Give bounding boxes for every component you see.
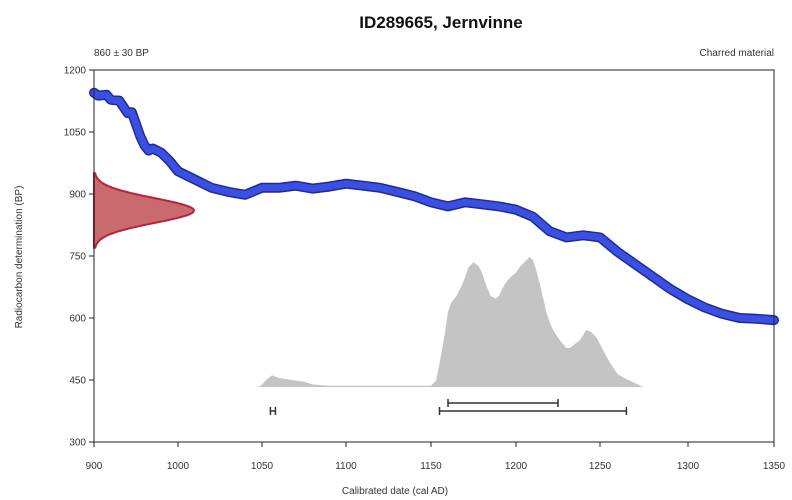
x-tick-label: 900: [86, 461, 103, 472]
y-tick-label: 1050: [64, 128, 87, 139]
calibration-curve: [90, 89, 778, 324]
range-68-bar: [447, 399, 559, 407]
y-axis-label: Radiocarbon determination (BP): [14, 186, 25, 329]
x-tick-label: 1300: [677, 461, 700, 472]
sample-type-label: Charred material: [700, 48, 774, 59]
calibrated-probability-area: [258, 257, 644, 387]
range-95-bar: [269, 407, 277, 415]
y-tick-label: 900: [69, 190, 86, 201]
x-tick-label: 1350: [763, 461, 786, 472]
y-tick-label: 450: [69, 376, 86, 387]
x-axis: 900 1000 1050 1100 1150 1200 1250 1300 1350: [86, 442, 786, 472]
y-tick-label: 300: [69, 438, 86, 449]
x-tick-label: 1150: [420, 461, 442, 472]
chart-title: ID289665, Jernvinne: [359, 13, 522, 32]
measurement-label: 860 ± 30 BP: [94, 48, 149, 59]
y-axis: 300 450 600 750 900 1050 1200: [64, 66, 94, 449]
x-tick-label: 1250: [589, 461, 612, 472]
x-tick-label: 1050: [251, 461, 274, 472]
x-tick-label: 1000: [167, 461, 190, 472]
y-tick-label: 1200: [64, 66, 87, 77]
x-axis-label: Calibrated date (cal AD): [342, 486, 448, 497]
y-tick-label: 750: [69, 252, 86, 263]
range-95-bar: [438, 407, 628, 415]
x-tick-label: 1100: [335, 461, 357, 472]
x-tick-label: 1200: [505, 461, 528, 472]
y-tick-label: 600: [69, 314, 86, 325]
plot-area: [89, 87, 779, 415]
measurement-distribution: [93, 172, 196, 249]
